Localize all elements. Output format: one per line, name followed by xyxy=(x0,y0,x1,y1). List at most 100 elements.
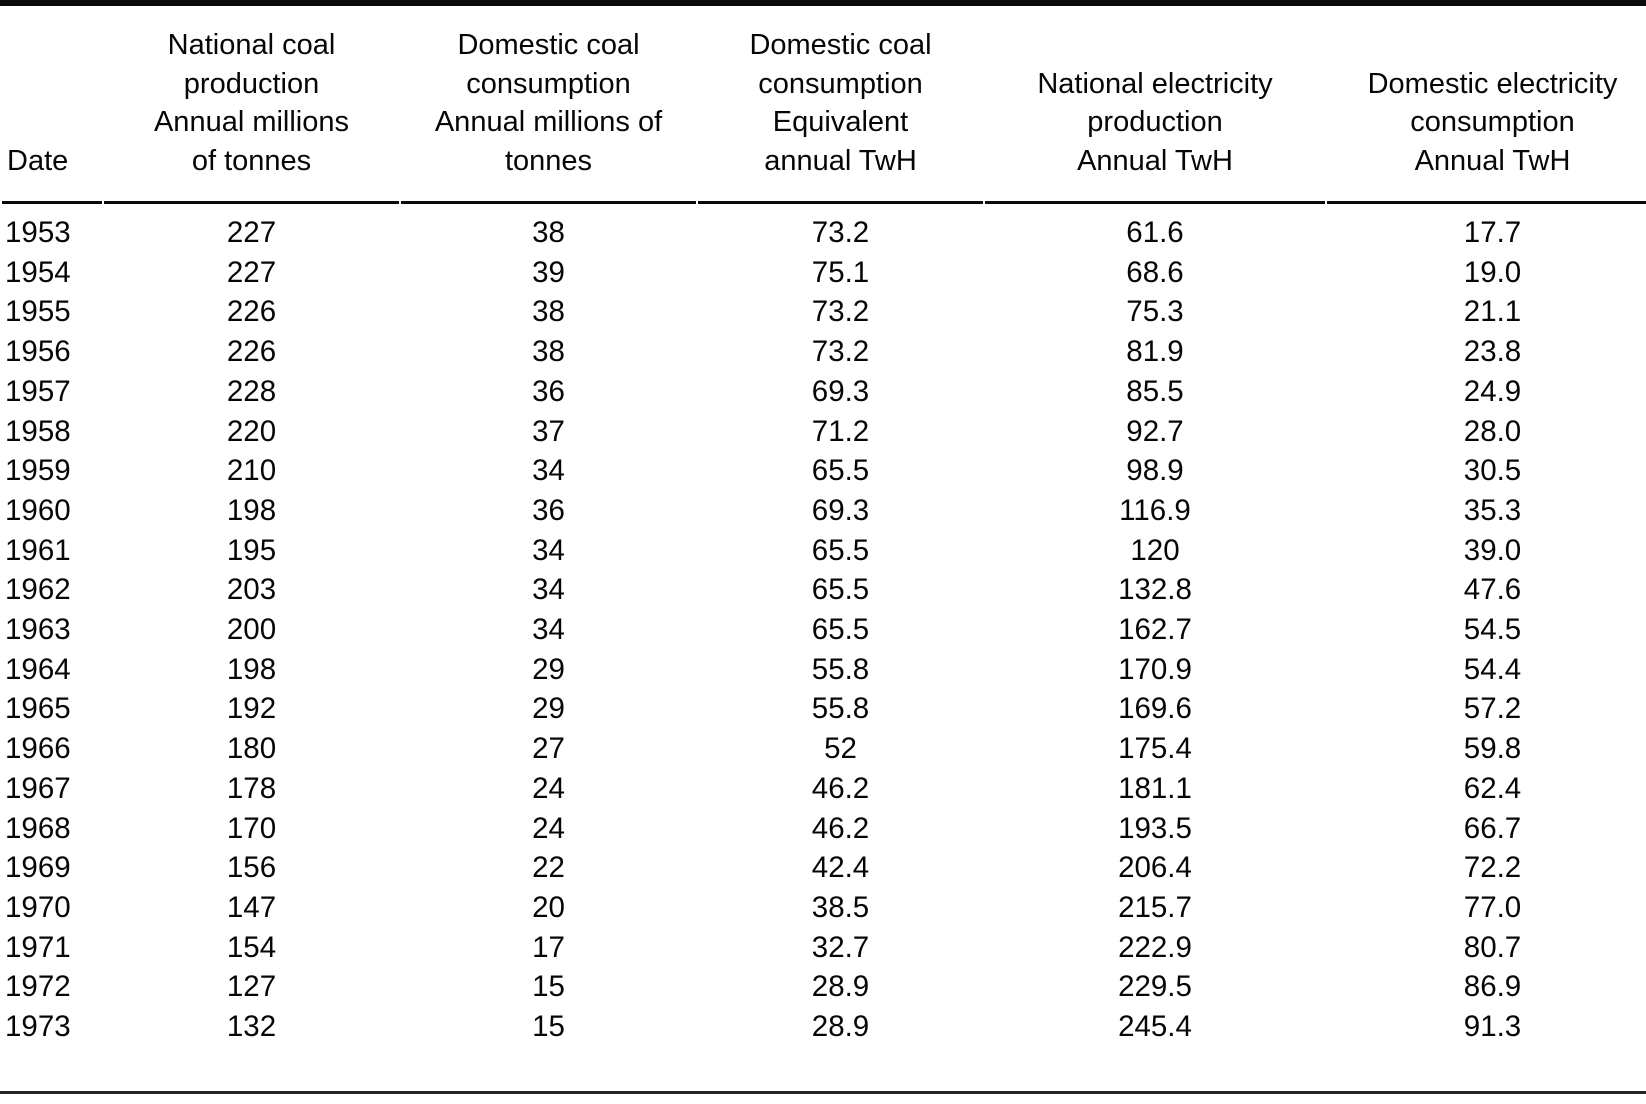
value-cell: 73.2 xyxy=(811,335,870,369)
bottom-rule xyxy=(0,1090,1646,1094)
table-row: 1969 156 22 42.4 206.4 72.2 xyxy=(2,848,1646,888)
table-row: 1968 170 24 46.2 193.5 66.7 xyxy=(2,809,1646,849)
value-cell: 29 xyxy=(532,692,565,726)
year-cell: 1966 xyxy=(5,732,71,766)
column-header-label: Domestic electricity consumption Annual … xyxy=(1367,67,1618,177)
value-cell: 200 xyxy=(226,613,277,647)
value-cell: 72.2 xyxy=(1463,851,1522,885)
year-cell: 1957 xyxy=(5,374,71,408)
value-cell: 59.8 xyxy=(1463,732,1522,766)
year-cell: 1959 xyxy=(5,454,71,488)
value-cell: 198 xyxy=(226,493,277,527)
table-row: 1962 203 34 65.5 132.8 47.6 xyxy=(2,570,1646,610)
header-row: Date National coal production Annual mil… xyxy=(2,6,1646,204)
value-cell: 46.2 xyxy=(811,771,870,805)
table-body: 1953 227 38 73.2 61.6 17.7 1954 227 39 75.1 68.6 19… xyxy=(2,204,1646,1047)
value-cell: 24 xyxy=(532,771,565,805)
column-header-date: Date xyxy=(2,6,102,204)
value-cell: 220 xyxy=(226,414,277,448)
value-cell: 92.7 xyxy=(1126,414,1184,448)
year-cell: 1954 xyxy=(5,255,71,289)
value-cell: 65.5 xyxy=(811,573,870,607)
column-header-national-coal-production: National coal production Annual millions… xyxy=(104,6,399,204)
value-cell: 57.2 xyxy=(1463,692,1522,726)
table-row: 1958 220 37 71.2 92.7 28.0 xyxy=(2,412,1646,452)
value-cell: 175.4 xyxy=(1118,732,1192,766)
value-cell: 132 xyxy=(226,1010,277,1044)
table-header: Date National coal production Annual mil… xyxy=(2,6,1646,204)
column-header-label: National electricity production Annual T… xyxy=(1037,67,1273,177)
table-row: 1965 192 29 55.8 169.6 57.2 xyxy=(2,689,1646,729)
value-cell: 17.7 xyxy=(1463,216,1522,249)
value-cell: 69.3 xyxy=(811,493,870,527)
value-cell: 55.8 xyxy=(811,692,870,726)
value-cell: 32.7 xyxy=(811,930,870,964)
value-cell: 28.9 xyxy=(811,970,870,1004)
value-cell: 38.5 xyxy=(811,890,870,924)
value-cell: 73.2 xyxy=(811,295,870,329)
value-cell: 86.9 xyxy=(1463,970,1522,1004)
value-cell: 42.4 xyxy=(811,851,870,885)
value-cell: 17 xyxy=(532,930,565,964)
value-cell: 162.7 xyxy=(1118,613,1192,647)
value-cell: 229.5 xyxy=(1118,970,1192,1004)
table-row: 1964 198 29 55.8 170.9 54.4 xyxy=(2,650,1646,690)
value-cell: 20 xyxy=(532,890,565,924)
value-cell: 24.9 xyxy=(1463,374,1522,408)
value-cell: 71.2 xyxy=(811,414,870,448)
value-cell: 215.7 xyxy=(1118,890,1192,924)
value-cell: 65.5 xyxy=(811,613,870,647)
value-cell: 55.8 xyxy=(811,652,870,686)
year-cell: 1971 xyxy=(5,930,71,964)
value-cell: 227 xyxy=(226,255,277,289)
energy-statistics-table: Date National coal production Annual mil… xyxy=(0,6,1646,1047)
table-row: 1954 227 39 75.1 68.6 19.0 xyxy=(2,253,1646,293)
value-cell: 23.8 xyxy=(1463,335,1522,369)
year-cell: 1958 xyxy=(5,414,71,448)
value-cell: 39.0 xyxy=(1463,533,1522,567)
value-cell: 154 xyxy=(226,930,277,964)
value-cell: 245.4 xyxy=(1118,1010,1192,1044)
value-cell: 195 xyxy=(226,533,277,567)
value-cell: 178 xyxy=(226,771,277,805)
value-cell: 227 xyxy=(226,216,277,249)
column-header-label: National coal production Annual millions… xyxy=(153,29,350,177)
value-cell: 19.0 xyxy=(1463,255,1522,289)
column-header-label: Domestic coal consumption Equivalent ann… xyxy=(749,29,932,177)
table-row: 1971 154 17 32.7 222.9 80.7 xyxy=(2,928,1646,968)
value-cell: 116.9 xyxy=(1119,493,1191,527)
table-row: 1967 178 24 46.2 181.1 62.4 xyxy=(2,769,1646,809)
table-row: 1963 200 34 65.5 162.7 54.5 xyxy=(2,610,1646,650)
value-cell: 120 xyxy=(1130,533,1180,567)
value-cell: 21.1 xyxy=(1463,295,1522,329)
year-cell: 1961 xyxy=(5,533,71,567)
value-cell: 210 xyxy=(226,454,277,488)
year-cell: 1970 xyxy=(5,890,71,924)
value-cell: 192 xyxy=(226,692,277,726)
value-cell: 65.5 xyxy=(811,533,870,567)
value-cell: 226 xyxy=(226,295,277,329)
table-row: 1953 227 38 73.2 61.6 17.7 xyxy=(2,204,1646,253)
value-cell: 68.6 xyxy=(1126,255,1184,289)
value-cell: 29 xyxy=(532,652,565,686)
value-cell: 36 xyxy=(532,374,565,408)
year-cell: 1955 xyxy=(5,295,71,329)
value-cell: 39 xyxy=(532,255,565,289)
value-cell: 147 xyxy=(226,890,277,924)
value-cell: 61.6 xyxy=(1126,216,1184,249)
column-header-domestic-coal-consumption: Domestic coal consumption Annual million… xyxy=(401,6,696,204)
value-cell: 156 xyxy=(226,851,277,885)
year-cell: 1968 xyxy=(5,811,71,845)
value-cell: 22 xyxy=(532,851,565,885)
year-cell: 1967 xyxy=(5,771,71,805)
column-header-label: Domestic coal consumption Annual million… xyxy=(434,29,663,177)
value-cell: 69.3 xyxy=(811,374,870,408)
value-cell: 169.6 xyxy=(1118,692,1192,726)
value-cell: 38 xyxy=(532,335,565,369)
value-cell: 228 xyxy=(226,374,277,408)
value-cell: 226 xyxy=(226,335,277,369)
column-header-domestic-electricity-consumption: Domestic electricity consumption Annual … xyxy=(1327,6,1646,204)
value-cell: 62.4 xyxy=(1463,771,1522,805)
value-cell: 75.1 xyxy=(811,255,870,289)
value-cell: 36 xyxy=(532,493,565,527)
